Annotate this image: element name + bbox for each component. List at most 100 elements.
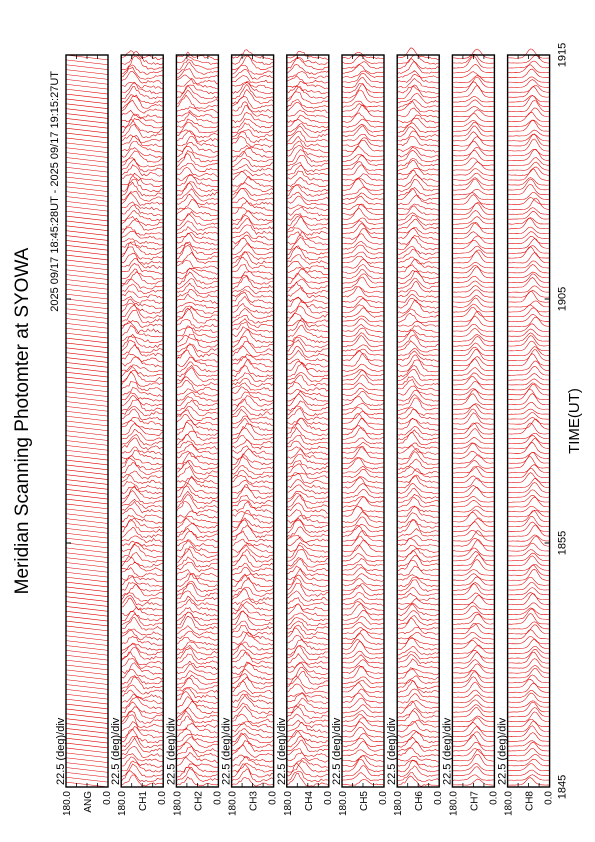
scan-trace — [231, 144, 274, 153]
scan-trace — [231, 200, 274, 212]
scale-label: 22.5 (deg)/div — [497, 717, 509, 785]
scan-trace — [397, 593, 440, 601]
scan-trace — [121, 446, 164, 456]
scan-trace — [452, 741, 495, 752]
scan-trace — [121, 164, 164, 177]
scan-trace — [286, 266, 329, 275]
scan-trace — [121, 124, 164, 138]
scan-trace — [231, 315, 274, 324]
scan-trace — [286, 463, 329, 475]
scan-trace — [341, 524, 385, 538]
scan-trace — [507, 178, 550, 191]
scan-trace — [286, 759, 329, 773]
scan-trace — [397, 107, 440, 118]
scan-trace — [397, 679, 440, 690]
scan-trace — [452, 450, 495, 459]
scan-trace — [286, 644, 329, 656]
scan-trace — [397, 759, 440, 768]
scan-trace — [397, 636, 440, 651]
scan-trace — [397, 101, 440, 113]
scan-trace — [121, 94, 164, 109]
scan-trace — [507, 198, 550, 210]
scan-trace — [397, 248, 440, 260]
scan-trace — [341, 396, 385, 406]
scan-trace — [120, 302, 164, 314]
scan-trace — [176, 414, 219, 426]
scan-trace — [452, 422, 495, 435]
scan-trace — [286, 349, 329, 362]
scan-trace — [121, 689, 164, 700]
scan-trace — [176, 653, 219, 665]
scan-trace — [121, 204, 164, 217]
scan-trace — [176, 691, 219, 705]
scan-trace — [397, 451, 440, 465]
scan-trace — [452, 554, 495, 566]
scan-trace — [452, 512, 495, 523]
scan-trace — [397, 729, 440, 738]
scan-trace — [121, 617, 164, 631]
scan-trace — [452, 652, 495, 664]
scan-trace — [176, 167, 219, 177]
scan-trace — [176, 443, 219, 455]
scan-trace — [507, 629, 550, 640]
scan-trace — [452, 681, 495, 693]
scan-trace — [231, 64, 274, 75]
scan-trace — [286, 230, 329, 246]
scan-trace — [286, 603, 329, 612]
scan-trace — [286, 184, 329, 192]
panel-traces — [286, 51, 330, 787]
scan-trace — [176, 94, 219, 109]
scan-trace — [452, 146, 495, 157]
scan-trace — [341, 573, 385, 582]
scan-trace — [286, 526, 329, 538]
scan-trace — [231, 157, 274, 168]
scan-trace — [341, 446, 385, 460]
panel-label: CH2 — [193, 791, 204, 811]
scan-trace — [452, 75, 495, 83]
scan-trace — [397, 555, 440, 567]
scan-trace — [452, 774, 495, 781]
scan-trace — [341, 567, 385, 577]
scan-trace — [452, 356, 495, 367]
scan-trace — [452, 602, 495, 611]
scan-trace — [452, 367, 495, 376]
scan-trace — [286, 661, 329, 670]
scan-trace — [397, 73, 440, 84]
scan-trace — [121, 449, 164, 460]
scan-trace — [507, 290, 550, 298]
scan-trace — [452, 85, 495, 98]
scan-trace — [397, 587, 440, 596]
scan-trace — [452, 676, 495, 689]
scan-trace — [286, 390, 329, 402]
scan-trace — [231, 151, 274, 163]
scan-trace — [176, 188, 219, 202]
scan-trace — [176, 302, 219, 309]
scan-trace — [121, 417, 164, 426]
scan-trace — [231, 453, 274, 465]
scan-trace — [286, 582, 329, 597]
scan-trace — [231, 75, 274, 84]
scan-trace — [507, 314, 550, 322]
scan-trace — [231, 405, 274, 417]
panel-label: CH3 — [249, 791, 260, 811]
scan-trace — [231, 598, 274, 607]
scan-trace — [286, 99, 329, 109]
scan-trace — [341, 335, 385, 348]
scan-trace — [397, 277, 440, 289]
scan-trace — [176, 530, 219, 543]
scan-trace — [176, 440, 219, 451]
scan-trace — [121, 56, 164, 70]
scan-trace — [176, 510, 219, 519]
scan-trace — [121, 173, 164, 182]
scan-trace — [286, 472, 329, 480]
scan-trace — [121, 507, 164, 519]
y-max-label: 180.0 — [504, 791, 515, 816]
scan-trace — [121, 191, 164, 202]
scan-trace — [286, 548, 329, 563]
scan-trace — [176, 220, 219, 231]
scan-trace — [452, 136, 495, 147]
scan-trace — [231, 378, 274, 387]
scan-trace — [341, 679, 385, 689]
scan-trace — [121, 405, 164, 417]
